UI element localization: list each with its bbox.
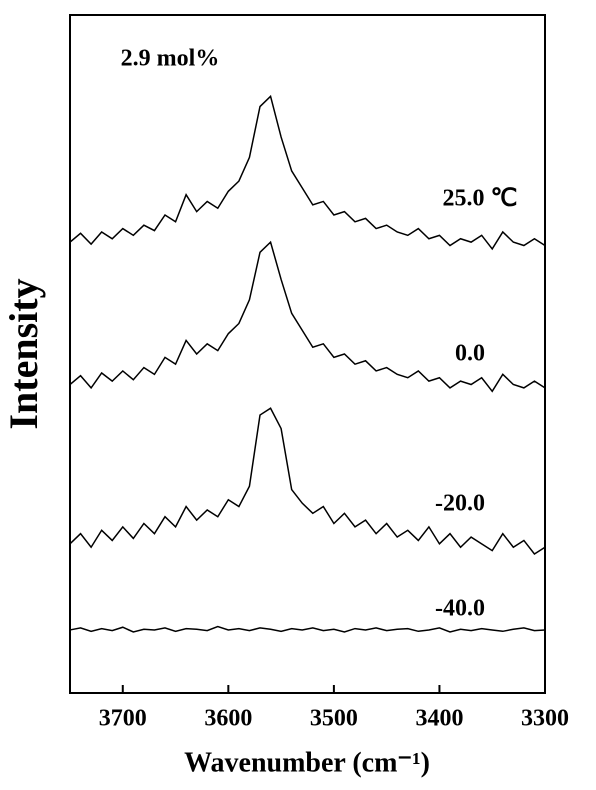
x-tick-label: 3400 <box>415 706 463 732</box>
annotation: 2.9 mol% <box>121 46 220 72</box>
x-axis-label: Wavenumber (cm⁻¹) <box>184 747 430 778</box>
x-tick-label: 3700 <box>99 706 147 732</box>
spectrum-line <box>69 94 546 251</box>
y-axis-label: Intensity <box>1 278 46 429</box>
x-tick-label: 3300 <box>521 706 569 732</box>
series-label: 25.0 ℃ <box>443 186 518 212</box>
plot-frame <box>69 14 546 694</box>
series-label: -40.0 <box>435 596 485 622</box>
x-tick-label: 3500 <box>310 706 358 732</box>
x-tick-label: 3600 <box>204 706 252 732</box>
spectrum-line <box>69 625 546 633</box>
series-label: 0.0 <box>455 341 485 367</box>
spectrum-line <box>69 240 546 393</box>
series-label: -20.0 <box>435 491 485 517</box>
spectrum-line <box>69 407 546 556</box>
